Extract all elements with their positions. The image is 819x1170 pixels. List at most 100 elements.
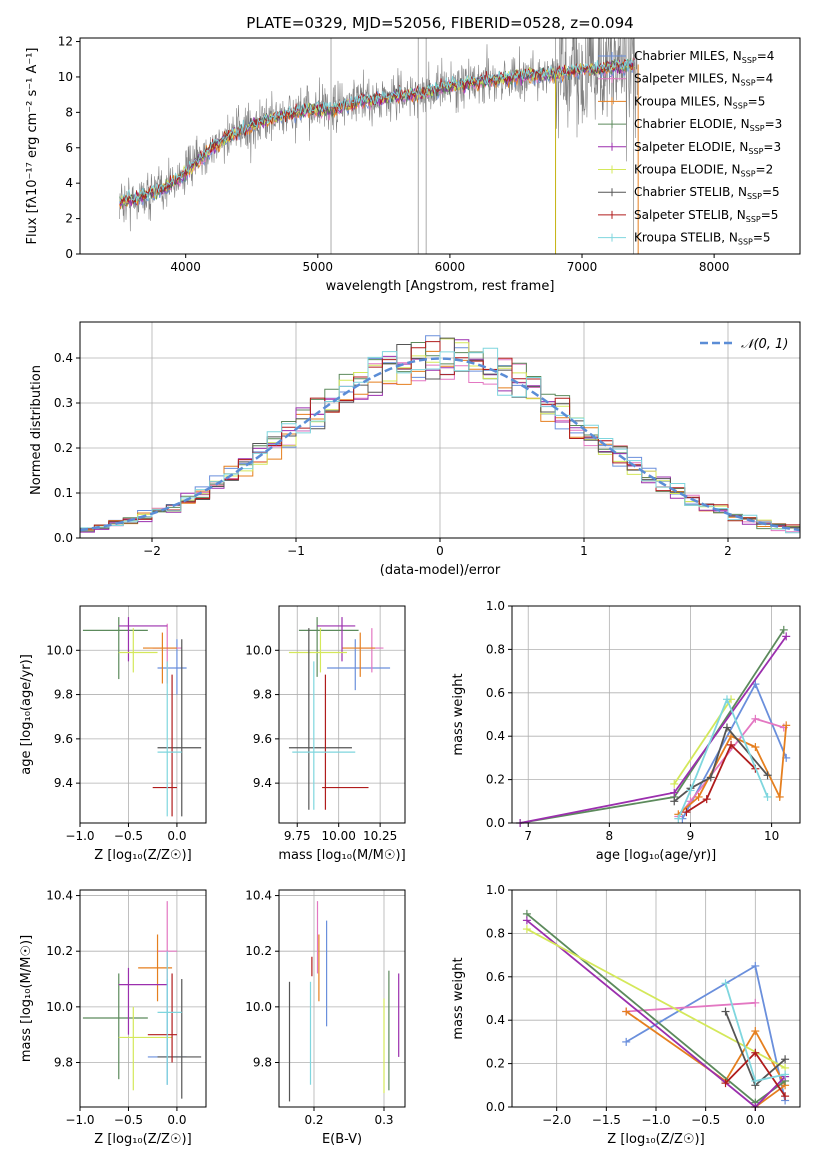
- y-tick-label: 0.8: [486, 642, 505, 656]
- x-tick-label: 7: [524, 829, 532, 843]
- x-tick-label: 0.0: [167, 1113, 186, 1127]
- y-tick-label: 8: [65, 105, 73, 119]
- x-axis-label: age [log₁₀(age/yr)]: [596, 848, 717, 863]
- gaussian-curve: [79, 357, 801, 532]
- x-axis-label: wavelength [Angstrom, rest frame]: [326, 279, 555, 294]
- y-tick-label: 1.0: [486, 599, 505, 613]
- x-tick-label: 10.00: [322, 829, 356, 843]
- y-tick-label: 0.6: [486, 686, 505, 700]
- legend-label: Chabrier MILES, NSSP=4: [634, 49, 774, 65]
- x-axis-label: mass [log₁₀(M/M☉)]: [278, 848, 405, 863]
- axes-frame: [278, 889, 406, 1108]
- figure-title: PLATE=0329, MJD=52056, FIBERID=0528, z=0…: [246, 14, 633, 32]
- y-tick-label: 0.4: [486, 1013, 505, 1027]
- y-tick-label: 10.0: [245, 1000, 272, 1014]
- weight-line: [677, 725, 788, 815]
- y-tick-label: 0.1: [54, 486, 73, 500]
- weight-line: [626, 1001, 756, 1013]
- x-tick-label: 4000: [170, 260, 201, 274]
- x-tick-label: 10: [764, 829, 779, 843]
- y-tick-label: 0.0: [486, 1100, 505, 1114]
- y-tick-label: 2: [65, 212, 73, 226]
- y-tick-label: 9.8: [253, 1055, 272, 1069]
- ebv-mass-panel: 0.2 0.3 9.8 10.0 10.2 10.4 E(B-V): [245, 889, 406, 1147]
- y-tick-label: 9.8: [54, 1055, 73, 1069]
- residual-histogram: [80, 341, 800, 538]
- y-tick-label: 0.4: [486, 729, 505, 743]
- x-axis-label: E(B-V): [322, 1132, 362, 1147]
- x-tick-label: −1.0: [65, 829, 94, 843]
- axes-frame: [79, 889, 207, 1108]
- x-tick-label: 6000: [435, 260, 466, 274]
- x-tick-label: −1.0: [641, 1113, 670, 1127]
- x-tick-label: 9: [687, 829, 695, 843]
- spectrum-data-line: [119, 38, 638, 232]
- legend-label: Salpeter STELIB, NSSP=5: [634, 208, 778, 224]
- x-axis-label: Z [log₁₀(Z/Z☉)]: [94, 1132, 191, 1147]
- y-tick-label: 10.4: [46, 889, 73, 903]
- x-tick-label: 0.3: [374, 1113, 393, 1127]
- x-tick-label: 5000: [303, 260, 334, 274]
- y-tick-label: 10.2: [245, 944, 272, 958]
- y-tick-label: 0.2: [486, 1057, 505, 1071]
- y-tick-label: 0.4: [54, 351, 73, 365]
- y-tick-label: 9.6: [253, 732, 272, 746]
- y-tick-label: 0.8: [486, 926, 505, 940]
- x-tick-label: −1: [287, 544, 305, 558]
- y-tick-label: 9.4: [54, 776, 73, 790]
- x-tick-label: 8000: [699, 260, 730, 274]
- x-tick-label: 0.0: [167, 829, 186, 843]
- x-tick-label: 7000: [567, 260, 598, 274]
- y-tick-label: 10.0: [46, 1000, 73, 1014]
- x-tick-label: −1.5: [592, 1113, 621, 1127]
- y-tick-label: 10.0: [46, 643, 73, 657]
- gaussian-legend-label: 𝒩(0, 1): [741, 337, 788, 352]
- weight-line: [685, 743, 757, 813]
- model-line: [119, 58, 635, 204]
- y-axis-label: mass [log₁₀(M/M☉)]: [19, 935, 34, 1062]
- x-axis-label: Z [log₁₀(Z/Z☉)]: [94, 848, 191, 863]
- y-tick-label: 10: [58, 70, 73, 84]
- panels: 4000 5000 6000 7000 8000024681012wavelength …: [19, 35, 801, 1147]
- x-tick-label: 1: [580, 544, 588, 558]
- y-tick-label: 0.0: [54, 531, 73, 545]
- axes-frame: [278, 605, 406, 824]
- y-tick-label: 0.6: [486, 970, 505, 984]
- legend-label: Chabrier STELIB, NSSP=5: [634, 185, 780, 201]
- y-tick-label: 0.2: [54, 441, 73, 455]
- x-tick-label: −0.5: [114, 829, 143, 843]
- y-axis-label: age [log₁₀(age/yr)]: [19, 654, 34, 775]
- spectrum-legend: Chabrier MILES, NSSP=4 Salpeter MILES, NS…: [598, 49, 782, 247]
- z-age-panel: −1.0 −0.5 0.0 9.4 9.6 9.8 10.0 Z [log₁₀(Z/Z☉)] a…: [19, 605, 207, 863]
- y-tick-label: 0.3: [54, 396, 73, 410]
- y-axis-label: mass weight: [451, 957, 466, 1039]
- residual-histogram: [80, 347, 800, 538]
- x-tick-label: −0.5: [114, 1113, 143, 1127]
- y-tick-label: 12: [58, 35, 73, 49]
- model-line: [119, 57, 635, 205]
- axes-frame: [79, 37, 801, 255]
- y-axis-label: mass weight: [451, 673, 466, 755]
- y-tick-label: 10.2: [46, 944, 73, 958]
- x-tick-label: 10.25: [363, 829, 397, 843]
- legend-label: Salpeter MILES, NSSP=4: [634, 72, 773, 88]
- y-tick-label: 10.0: [245, 643, 272, 657]
- x-tick-label: 8: [606, 829, 614, 843]
- legend-label: Kroupa ELODIE, NSSP=2: [634, 163, 773, 179]
- x-tick-label: −2: [143, 544, 161, 558]
- x-tick-label: 0: [436, 544, 444, 558]
- y-tick-label: 9.4: [253, 776, 272, 790]
- y-tick-label: 9.8: [54, 688, 73, 702]
- x-tick-label: 0.0: [746, 1113, 765, 1127]
- y-tick-label: 4: [65, 176, 73, 190]
- x-tick-label: 2: [724, 544, 732, 558]
- legend-label: Kroupa MILES, NSSP=5: [634, 94, 765, 110]
- y-tick-label: 1.0: [486, 883, 505, 897]
- z-weight-panel: −2.0 −1.5 −1.0 −0.5 0.0 0.0 0.2 0.4 0.6 0.8 1.0 Z […: [451, 883, 801, 1147]
- axes-frame: [511, 605, 801, 824]
- x-tick-label: −2.0: [542, 1113, 571, 1127]
- x-tick-label: 0.2: [304, 1113, 323, 1127]
- spectrum-panel: 4000 5000 6000 7000 8000 0 2 4 6 8 10 12 wavelength …: [25, 35, 801, 294]
- y-tick-label: 9.8: [253, 688, 272, 702]
